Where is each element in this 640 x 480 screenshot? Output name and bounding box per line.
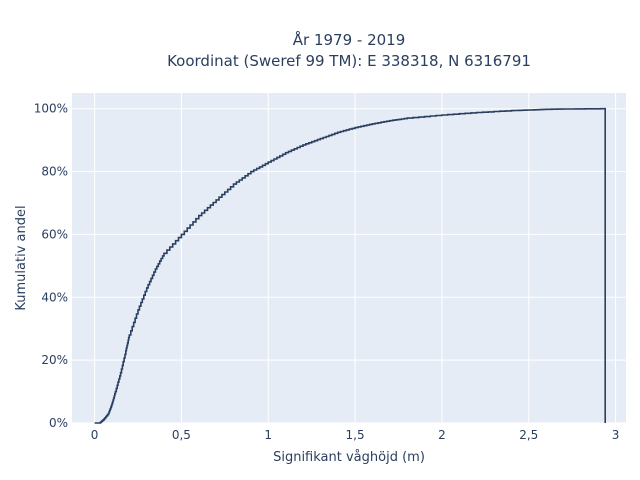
y-tick-label: 40% [41,290,68,304]
y-tick-label: 0% [49,416,68,430]
x-tick-label: 2 [438,428,446,442]
y-axis-title: Kumulativ andel [14,205,29,310]
x-tick-label: 1,5 [346,428,365,442]
cdf-step-line [94,107,606,424]
x-tick-labels: 0 0,5 1 1,5 2 2,5 3 [91,428,620,442]
y-tick-labels: 0% 20% 40% 60% 80% 100% [34,102,68,430]
plot-area [72,93,626,423]
y-tick-label: 60% [41,227,68,241]
x-tick-label: 1 [264,428,272,442]
x-gridlines [94,93,617,423]
x-tick-label: 0 [91,428,99,442]
y-gridlines [72,108,626,424]
x-tick-label: 2,5 [519,428,538,442]
y-tick-label: 100% [34,102,68,116]
chart-title-line-1: År 1979 - 2019 [293,30,406,49]
x-axis-title: Signifikant våghöjd (m) [273,450,425,465]
chart-title-line-2: Koordinat (Sweref 99 TM): E 338318, N 63… [167,52,531,70]
y-tick-label: 80% [41,165,68,179]
x-tick-label: 3 [612,428,620,442]
y-tick-label: 20% [41,353,68,367]
x-tick-label: 0,5 [172,428,191,442]
